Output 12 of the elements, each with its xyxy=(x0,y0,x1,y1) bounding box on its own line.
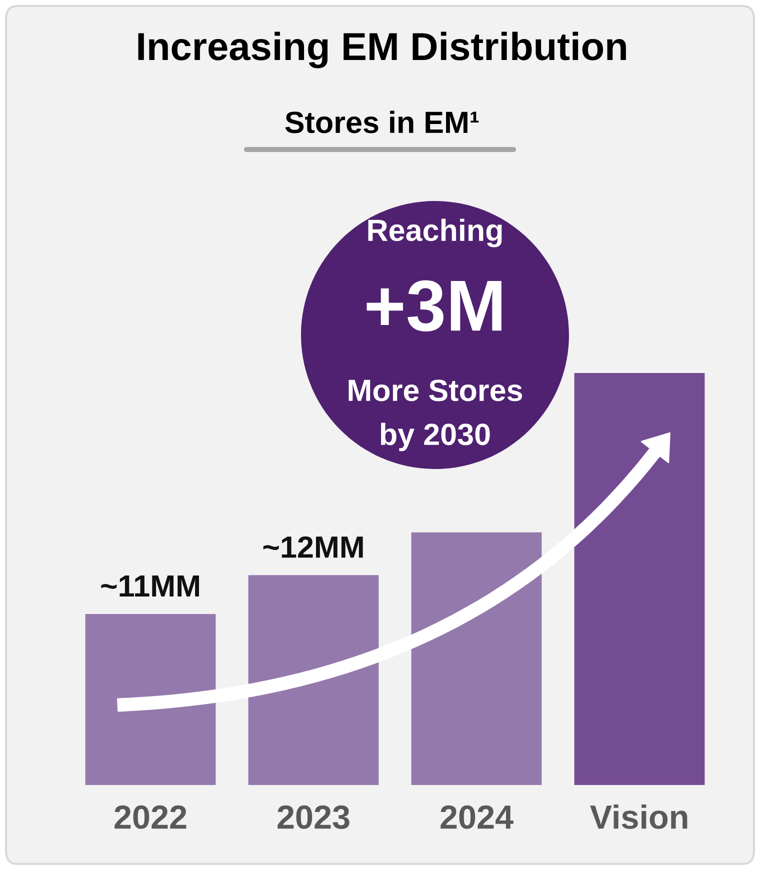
annotation: More Stores xyxy=(348,380,522,402)
data-label: ~12MM xyxy=(263,536,363,558)
text: Reaching xyxy=(368,218,502,248)
data-label: ~11MM xyxy=(101,576,199,597)
x-tick-label: 2022 xyxy=(114,805,186,829)
chart-title: Increasing EM Distribution xyxy=(138,32,626,68)
x-tick-label: Vision xyxy=(590,804,688,829)
text: +3M xyxy=(366,280,502,332)
chart-subtitle: Stores in EM¹ xyxy=(285,110,479,134)
annotation: by 2030 xyxy=(380,422,490,452)
x-tick-label: 2024 xyxy=(440,805,514,829)
x-tick-label: 2023 xyxy=(278,805,350,829)
